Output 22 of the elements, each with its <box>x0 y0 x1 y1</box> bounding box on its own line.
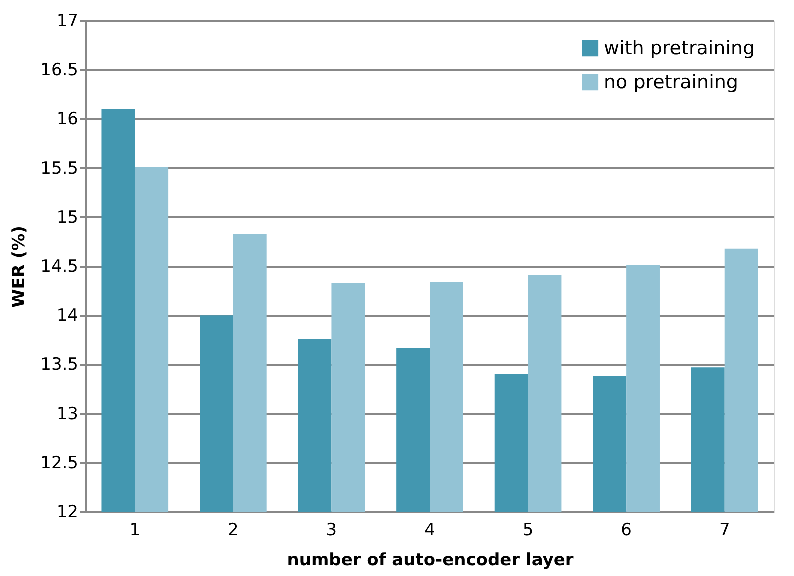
y-tick-label: 15 <box>56 208 78 228</box>
x-tick-label: 5 <box>522 520 534 540</box>
x-tick-label: 6 <box>621 520 632 540</box>
x-tick-label: 2 <box>228 520 239 540</box>
x-tick-label: 3 <box>326 520 338 540</box>
y-axis-title: WER (%) <box>10 226 30 308</box>
x-axis-title: number of auto-encoder layer <box>287 550 574 570</box>
legend-label: no pretraining <box>604 72 738 94</box>
y-tick-label: 14 <box>56 306 78 326</box>
y-tick-label: 14.5 <box>40 257 78 277</box>
y-tick-label: 12.5 <box>40 453 78 474</box>
y-tick-label: 16.5 <box>40 60 78 81</box>
y-tick-label: 12 <box>56 502 78 522</box>
y-tick-label: 15.5 <box>40 158 78 179</box>
x-tick-label: 7 <box>719 520 730 540</box>
y-tick-label: 17 <box>56 12 78 32</box>
x-tick-label: 1 <box>130 520 141 540</box>
y-tick-label: 13 <box>56 404 78 424</box>
x-tick-label: 4 <box>424 520 436 540</box>
legend-label: with pretraining <box>604 38 756 60</box>
y-tick-label: 16 <box>56 110 78 130</box>
y-tick-label: 13.5 <box>40 355 78 376</box>
